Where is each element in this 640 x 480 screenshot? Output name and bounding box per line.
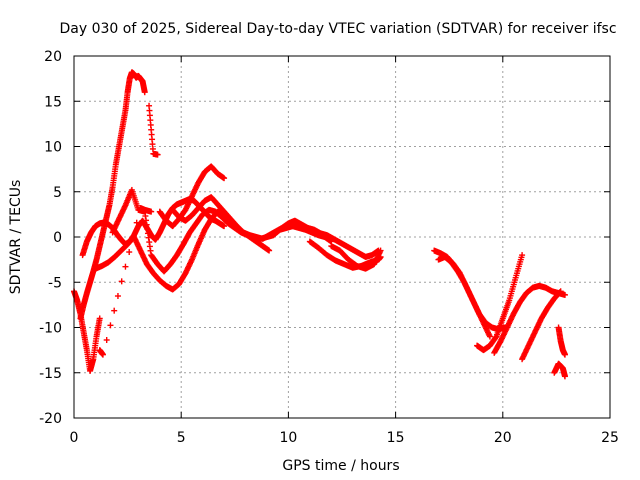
y-tick-label: 10: [44, 140, 62, 156]
data-point: [118, 278, 125, 285]
x-tick-label: 25: [601, 430, 619, 446]
chart-title: Day 030 of 2025, Sidereal Day-to-day VTE…: [59, 21, 616, 37]
y-tick-label: 5: [53, 185, 62, 201]
data-point: [107, 322, 114, 329]
data-point: [141, 89, 148, 96]
x-tick-label: 15: [387, 430, 405, 446]
x-tick-label: 20: [494, 430, 512, 446]
y-tick-label: 20: [44, 49, 62, 65]
data-point: [96, 315, 103, 322]
y-tick-label: -20: [39, 411, 62, 427]
data-point: [154, 151, 161, 158]
data-point: [114, 293, 121, 300]
data-point: [126, 249, 133, 256]
data-layer: [71, 69, 568, 380]
data-point: [122, 263, 129, 270]
y-tick-label: -10: [39, 321, 62, 337]
x-tick-label: 10: [279, 430, 297, 446]
y-tick-label: 15: [44, 94, 62, 110]
data-point: [111, 307, 118, 314]
gridlines: [74, 56, 610, 418]
data-point: [103, 336, 110, 343]
y-tick-label: 0: [53, 230, 62, 246]
x-axis-label: GPS time / hours: [282, 458, 399, 474]
y-axis-label: SDTVAR / TECUs: [8, 180, 24, 295]
x-tick-label: 0: [70, 430, 79, 446]
y-tick-label: -5: [48, 275, 62, 291]
x-tick-label: 5: [177, 430, 186, 446]
y-tick-label: -15: [39, 366, 62, 382]
